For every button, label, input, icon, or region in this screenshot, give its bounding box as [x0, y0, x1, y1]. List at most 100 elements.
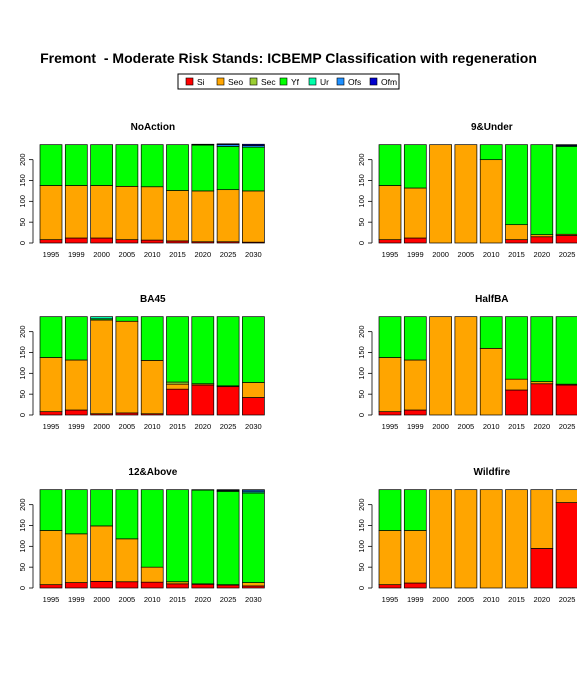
- bar-halfba-2005-seo: [454, 316, 478, 416]
- y-tick-label-noaction-100: 100: [18, 195, 27, 208]
- bar-9-under-2010-seo: [479, 159, 503, 244]
- bar-12-above-1999-seo: [64, 533, 88, 583]
- bar-12-above-2000-si: [90, 580, 113, 589]
- y-tick-label-12-above-100: 100: [18, 540, 27, 553]
- bar-halfba-1995-yf: [378, 316, 402, 358]
- bar-halfba-1999-seo: [403, 359, 427, 411]
- x-tick-label-9-under-2005: 2005: [458, 250, 475, 259]
- bar-ba45-2015-yf: [166, 316, 189, 383]
- legend-label-ofm: Ofm: [381, 77, 397, 87]
- bar-noaction-2025-yf: [216, 145, 240, 191]
- legend-swatch-ofm: [369, 77, 378, 86]
- y-tick-label-ba45-50: 50: [18, 390, 27, 398]
- bar-noaction-2025-seo: [216, 189, 240, 243]
- x-tick-label-ba45-2005: 2005: [119, 422, 136, 431]
- panel-title-12-above: 12&Above: [128, 467, 177, 478]
- bar-12-above-2020-yf: [191, 489, 215, 585]
- bar-ba45-2030-yf: [242, 316, 265, 383]
- panel-title-noaction: NoAction: [131, 122, 175, 133]
- x-tick-label-12-above-2010: 2010: [144, 595, 161, 604]
- panel-title-wildfire: Wildfire: [474, 467, 511, 478]
- bar-wildfire-2015-seo: [505, 489, 528, 589]
- legend-label-ur: Ur: [320, 77, 329, 87]
- y-tick-label-12-above-0: 0: [18, 586, 27, 590]
- legend-label-seo: Seo: [228, 77, 243, 87]
- bar-ba45-2000-ur: [90, 316, 113, 320]
- bar-12-above-1995-si: [39, 584, 63, 589]
- x-tick-label-halfba-2020: 2020: [533, 422, 550, 431]
- bar-9-under-2010-yf: [479, 144, 503, 161]
- y-tick-label-noaction-200: 200: [18, 153, 27, 166]
- x-tick-label-12-above-2025: 2025: [220, 595, 237, 604]
- y-tick-label-9-under-50: 50: [357, 218, 366, 226]
- bar-9-under-2005-seo: [454, 144, 478, 244]
- panel-noaction: [29, 143, 265, 244]
- legend-swatch-ofs: [336, 77, 345, 86]
- panel-wildfire: [368, 489, 577, 589]
- panel-title-9-under: 9&Under: [471, 122, 513, 133]
- legend-label-sec: Sec: [261, 77, 276, 87]
- bar-wildfire-2010-seo: [479, 489, 503, 589]
- bar-noaction-2030-yf: [242, 146, 265, 192]
- x-tick-label-12-above-1995: 1995: [43, 595, 60, 604]
- bar-noaction-1995-seo: [39, 185, 63, 241]
- bar-noaction-2005-si: [115, 239, 139, 244]
- bar-ba45-2000-seo: [90, 319, 113, 415]
- bar-ba45-2010-seo: [140, 360, 164, 415]
- bar-9-under-2020-yf: [530, 144, 554, 236]
- bar-12-above-2015-yf: [166, 489, 189, 583]
- bar-ba45-1995-si: [39, 411, 63, 416]
- bar-noaction-1999-seo: [64, 185, 88, 239]
- x-tick-label-9-under-2000: 2000: [432, 250, 449, 259]
- bar-noaction-2000-yf: [90, 144, 113, 186]
- bar-9-under-1995-si: [378, 239, 402, 244]
- bar-wildfire-2025-seo: [555, 489, 577, 503]
- x-tick-label-halfba-2005: 2005: [458, 422, 475, 431]
- bar-9-under-1995-yf: [378, 144, 402, 186]
- x-tick-label-9-under-2015: 2015: [508, 250, 525, 259]
- x-tick-label-9-under-2020: 2020: [533, 250, 550, 259]
- bar-ba45-2025-yf: [216, 316, 240, 387]
- y-tick-label-wildfire-100: 100: [357, 540, 366, 553]
- bar-halfba-2020-si: [530, 383, 554, 416]
- bar-9-under-2015-seo: [505, 224, 528, 241]
- bar-ba45-2015-seo: [166, 383, 189, 390]
- bar-12-above-2010-si: [140, 581, 164, 589]
- bar-ba45-1995-yf: [39, 316, 63, 358]
- x-tick-label-noaction-2030: 2030: [245, 250, 262, 259]
- bar-halfba-1999-si: [403, 409, 427, 416]
- bar-noaction-2020-yf: [191, 144, 215, 192]
- y-tick-label-noaction-0: 0: [18, 241, 27, 245]
- bar-12-above-1995-yf: [39, 489, 63, 531]
- bar-9-under-2000-seo: [429, 144, 452, 244]
- legend-label-si: Si: [197, 77, 205, 87]
- bar-12-above-2000-yf: [90, 489, 113, 527]
- bar-ba45-1999-seo: [64, 359, 88, 411]
- x-tick-label-ba45-2015: 2015: [169, 422, 186, 431]
- bar-halfba-2010-seo: [479, 347, 503, 416]
- bar-noaction-2020-seo: [191, 190, 215, 243]
- bar-noaction-2005-yf: [115, 144, 139, 187]
- bar-12-above-2000-seo: [90, 525, 113, 582]
- chart-main-title: Fremont - Moderate Risk Stands: ICBEMP C…: [40, 50, 537, 66]
- y-tick-label-9-under-0: 0: [357, 241, 366, 245]
- y-tick-label-12-above-200: 200: [18, 498, 27, 511]
- x-tick-label-halfba-2015: 2015: [508, 422, 525, 431]
- bar-halfba-2010-yf: [479, 316, 503, 349]
- x-tick-label-ba45-2025: 2025: [220, 422, 237, 431]
- bar-noaction-2000-si: [90, 237, 113, 244]
- bar-12-above-2005-si: [115, 581, 139, 589]
- bar-9-under-1999-seo: [403, 187, 427, 239]
- x-tick-label-ba45-1999: 1999: [68, 422, 85, 431]
- x-tick-label-noaction-2000: 2000: [93, 250, 110, 259]
- bar-wildfire-1995-yf: [378, 489, 402, 531]
- bar-ba45-2030-seo: [242, 382, 265, 398]
- y-tick-label-9-under-200: 200: [357, 153, 366, 166]
- y-tick-label-halfba-0: 0: [357, 413, 366, 417]
- x-tick-label-wildfire-2015: 2015: [508, 595, 525, 604]
- x-tick-label-12-above-2030: 2030: [245, 595, 262, 604]
- bar-9-under-2015-si: [505, 239, 528, 244]
- x-tick-label-halfba-2000: 2000: [432, 422, 449, 431]
- bar-12-above-2005-yf: [115, 489, 139, 540]
